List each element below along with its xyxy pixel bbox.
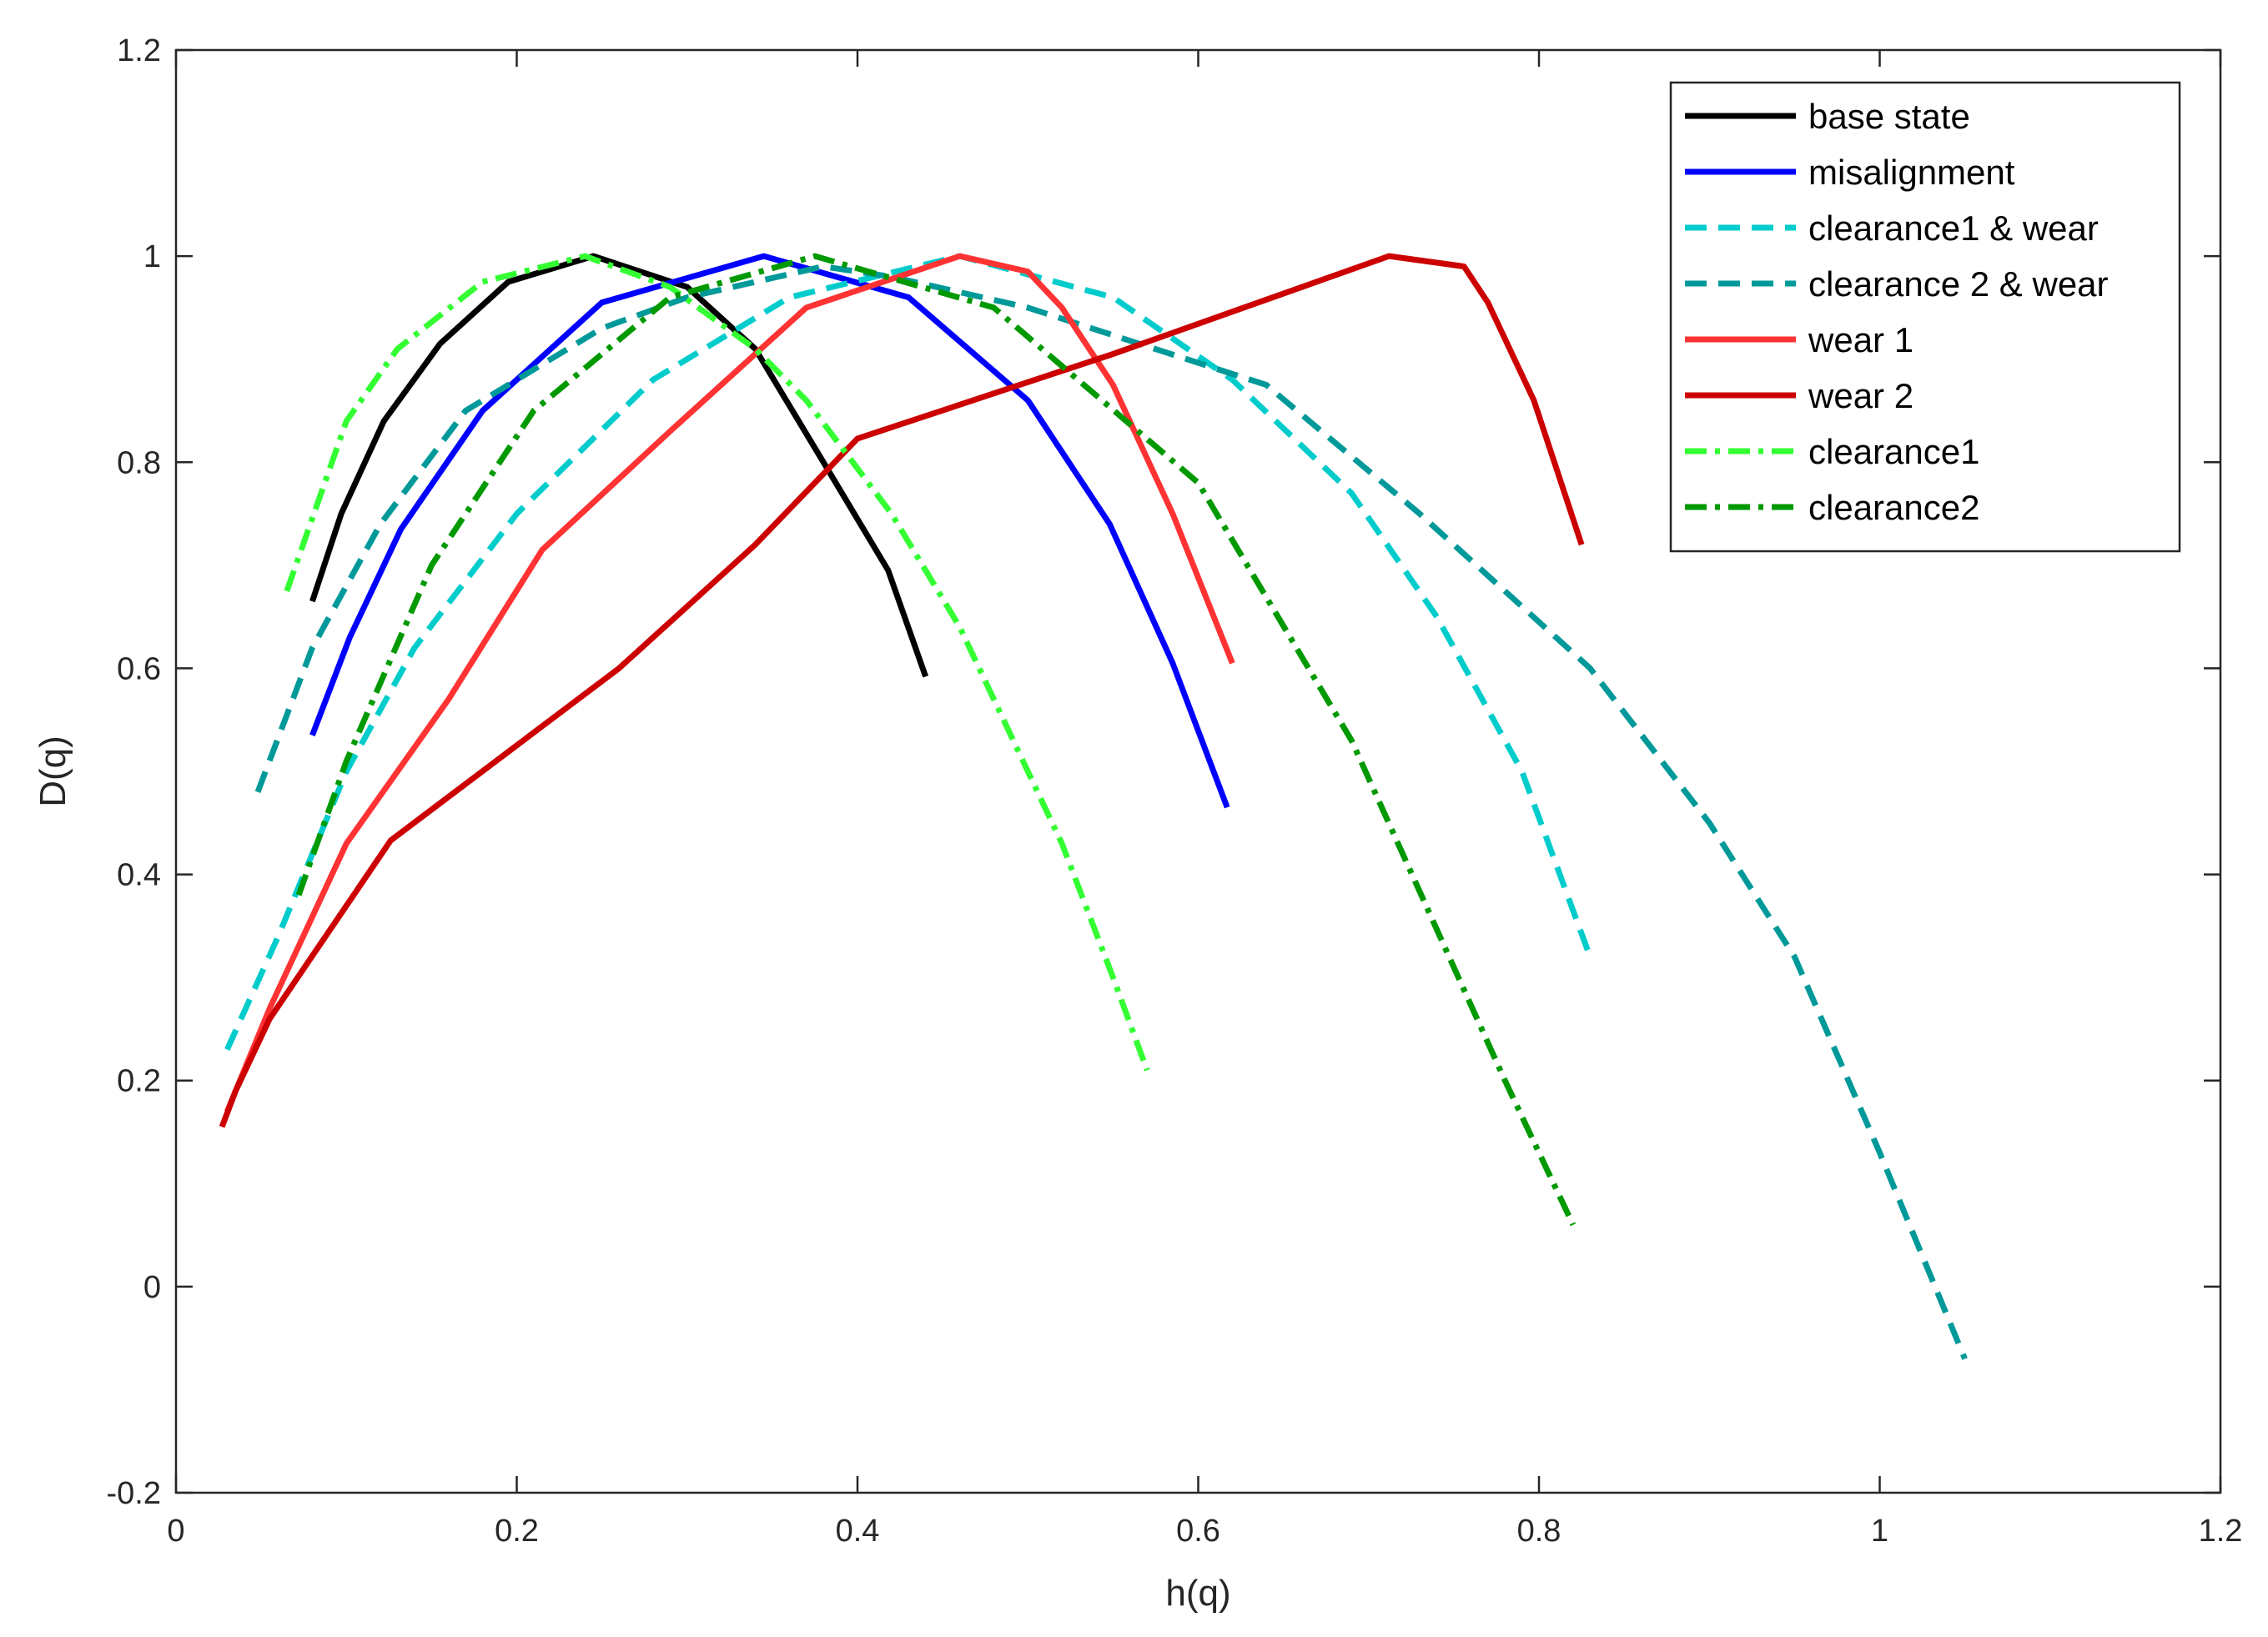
y-tick-label: 0.4	[117, 858, 161, 893]
legend-label: base state	[1808, 97, 1970, 136]
y-tick-label: -0.2	[107, 1476, 161, 1511]
series-layer	[219, 253, 1968, 1360]
y-tick-label: 1	[143, 239, 161, 274]
y-axis-label: D(q)	[33, 736, 73, 807]
legend-label: misalignment	[1808, 153, 2015, 192]
series-line-clearance2	[295, 253, 1577, 1227]
y-tick-label: 0.8	[117, 445, 161, 480]
x-tick-label: 0	[167, 1514, 184, 1549]
y-tick-label: 0.2	[117, 1064, 161, 1099]
legend-label: clearance1	[1808, 432, 1979, 471]
series-line-wear-2	[219, 253, 1585, 1128]
series-line-wear-1	[224, 253, 1235, 1113]
x-tick-label: 1	[1871, 1514, 1888, 1549]
legend-box	[1669, 81, 2181, 553]
x-axis-label: h(q)	[1165, 1573, 1230, 1614]
x-tick-label: 0.2	[495, 1514, 539, 1549]
y-tick-label: 1.2	[117, 33, 161, 68]
series-line-misalignment	[309, 253, 1230, 809]
x-tick-label: 0.8	[1517, 1514, 1561, 1549]
legend-label: clearance2	[1808, 488, 1979, 527]
legend-label: clearance1 & wear	[1808, 208, 2099, 248]
legend-label: wear 1	[1808, 320, 1913, 359]
x-tick-label: 0.4	[836, 1514, 880, 1549]
legend-label: clearance 2 & wear	[1808, 264, 2109, 304]
ticks-layer: 0 0.2 0.4 0.6 0.8 1 1.2-0.200.20.40.60.811.2	[107, 33, 2243, 1549]
x-tick-label: 1.2	[2199, 1514, 2243, 1549]
legend-label: wear 2	[1808, 376, 1913, 415]
legend: base state misalignment clearance1 & wear c…	[1669, 81, 2181, 553]
series-line-clearance1	[284, 253, 1150, 1072]
x-tick-label: 0.6	[1176, 1514, 1220, 1549]
y-tick-label: 0.6	[117, 651, 161, 686]
y-tick-label: 0	[143, 1270, 161, 1305]
